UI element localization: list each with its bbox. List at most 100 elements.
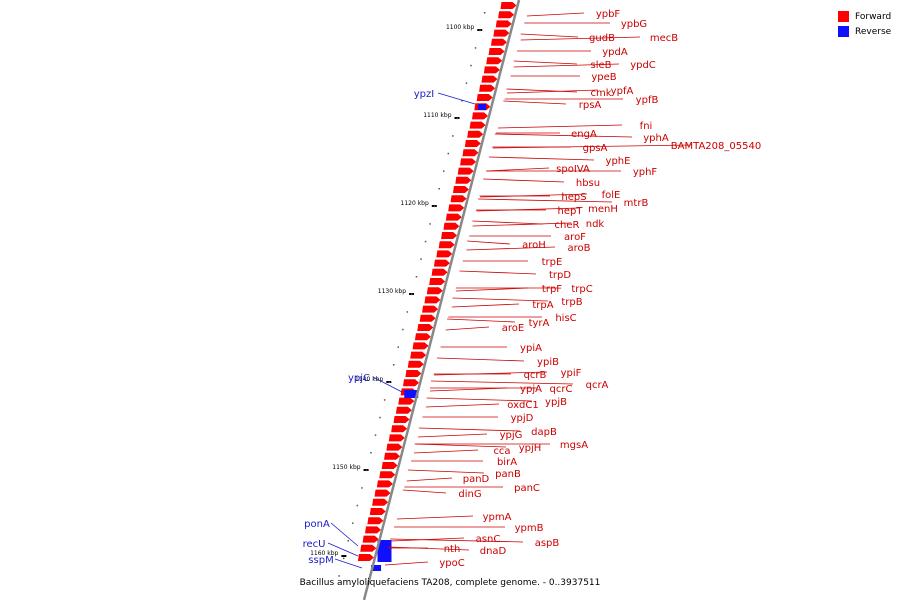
gene-ypda[interactable]: ypdA xyxy=(517,47,628,58)
gene-arob[interactable]: aroB xyxy=(466,243,591,254)
gene-bira[interactable]: birA xyxy=(411,457,517,468)
gene-dnad[interactable]: dnaD xyxy=(388,546,507,557)
gene-arof[interactable]: aroF xyxy=(469,232,586,243)
gene-ypjd[interactable]: ypjD xyxy=(422,413,534,424)
gene-trpf[interactable]: trpF xyxy=(455,284,562,295)
gene-sleb[interactable]: sleB xyxy=(513,60,612,71)
leader-line xyxy=(385,561,429,566)
forward-gene-block xyxy=(498,11,515,19)
forward-gene-block xyxy=(369,508,386,515)
gene-panb[interactable]: panB xyxy=(408,469,521,480)
gene-ypeb[interactable]: ypeB xyxy=(510,72,617,83)
gene-ypif[interactable]: ypiF xyxy=(434,368,582,379)
gene-hept[interactable]: hepT xyxy=(475,206,583,217)
gene-tyra[interactable]: tyrA xyxy=(447,318,550,329)
gene-trpe[interactable]: trpE xyxy=(462,257,563,268)
gene-fni[interactable]: fni xyxy=(497,121,653,132)
gene-ding[interactable]: dinG xyxy=(402,489,482,500)
gene-pand[interactable]: panD xyxy=(406,474,490,485)
gene-ypbg[interactable]: ypbG xyxy=(524,19,647,30)
gene-ypib[interactable]: ypiB xyxy=(436,357,559,368)
gene-label: dinG xyxy=(458,489,481,500)
gene-aroe[interactable]: aroE xyxy=(445,323,524,334)
forward-gene-block xyxy=(414,333,431,341)
gene-ypjc[interactable]: ypjC xyxy=(348,373,403,393)
gene-ypjh[interactable]: ypjH xyxy=(414,443,542,454)
gene-trpb[interactable]: trpB xyxy=(452,297,583,308)
forward-gene-block xyxy=(376,480,393,488)
gene-qcra[interactable]: qcrA xyxy=(431,380,609,391)
forward-gene-block xyxy=(483,66,500,74)
gene-label: fni xyxy=(640,121,653,132)
gene-yphf[interactable]: yphF xyxy=(486,167,657,178)
gene-ypjg[interactable]: ypjG xyxy=(418,430,522,441)
gene-dapb[interactable]: dapB xyxy=(418,427,557,438)
gene-menh[interactable]: menH xyxy=(476,204,618,215)
gene-ypja[interactable]: ypjA xyxy=(429,384,542,395)
minor-tick xyxy=(356,504,359,507)
gene-trpa[interactable]: trpA xyxy=(451,300,554,311)
gene-trpd[interactable]: trpD xyxy=(459,270,571,281)
gene-cca[interactable]: cca xyxy=(413,446,511,457)
gene-ypha[interactable]: yphA xyxy=(494,133,669,144)
reverse-swatch xyxy=(838,26,849,37)
gene-mtrb[interactable]: mtrB xyxy=(478,198,648,209)
minor-tick xyxy=(438,188,440,190)
gene-ndk[interactable]: ndk xyxy=(472,219,605,230)
gene-hisc[interactable]: hisC xyxy=(448,313,577,324)
gene-ypfa[interactable]: ypfA xyxy=(506,86,633,97)
gene-label: aroH xyxy=(522,240,546,251)
gene-hbsu[interactable]: hbsu xyxy=(483,178,600,189)
gene-ypia[interactable]: ypiA xyxy=(440,343,543,354)
gene-ypzi[interactable]: ypzI xyxy=(414,89,476,105)
gene-ypjb[interactable]: ypjB xyxy=(426,397,567,408)
gene-qcrc[interactable]: qcrC xyxy=(429,384,572,395)
gene-gpsa[interactable]: gpsA xyxy=(492,143,608,154)
leader-line xyxy=(437,92,476,105)
gene-label: ndk xyxy=(586,219,605,230)
gene-asnc[interactable]: asnC xyxy=(391,534,500,545)
gene-enga[interactable]: engA xyxy=(495,129,597,140)
leader-line xyxy=(330,522,359,547)
gene-ypma[interactable]: ypmA xyxy=(396,512,512,523)
leader-line xyxy=(483,178,565,183)
gene-trpc[interactable]: trpC xyxy=(455,284,593,295)
minor-tick xyxy=(411,293,413,296)
gene-ypoc[interactable]: ypoC xyxy=(385,558,465,569)
gene-oxdc1[interactable]: oxdC1 xyxy=(425,400,539,411)
minor-tick xyxy=(433,205,436,208)
leader-line xyxy=(402,489,447,494)
gene-ypfb[interactable]: ypfB xyxy=(504,95,659,106)
gene-cmk[interactable]: cmk xyxy=(506,88,612,99)
gene-pona[interactable]: ponA xyxy=(304,519,359,547)
gene-label: BAMTA208_05540 xyxy=(671,141,761,152)
gene-label: panC xyxy=(514,483,540,494)
gene-cher[interactable]: cheR xyxy=(472,220,580,231)
gene-qcrb[interactable]: qcrB xyxy=(433,370,547,381)
gene-ypbf[interactable]: ypbF xyxy=(526,9,621,20)
gene-fole[interactable]: folE xyxy=(480,190,620,201)
gene-aspb[interactable]: aspB xyxy=(390,538,559,549)
gene-ypdc[interactable]: ypdC xyxy=(513,60,656,71)
gene-heps[interactable]: hepS xyxy=(479,192,587,203)
gene-sspm[interactable]: sspM xyxy=(308,555,363,569)
gene-yphe[interactable]: yphE xyxy=(488,156,631,167)
leader-line xyxy=(418,427,521,432)
gene-label: recU xyxy=(303,539,326,550)
gene-ypmb[interactable]: ypmB xyxy=(394,523,544,534)
gene-mecb[interactable]: mecB xyxy=(520,33,679,44)
gene-panc[interactable]: panC xyxy=(404,483,540,494)
gene-label: rpsA xyxy=(579,100,602,111)
gene-label: yphA xyxy=(643,133,669,144)
gene-bamta208-05540[interactable]: BAMTA208_05540 xyxy=(492,141,761,152)
gene-label: birA xyxy=(497,457,517,468)
gene-recu[interactable]: recU xyxy=(303,539,359,557)
gene-mgsa[interactable]: mgsA xyxy=(415,440,589,451)
leader-line xyxy=(431,380,574,385)
gene-gudb[interactable]: gudB xyxy=(520,33,615,44)
gene-spoiva[interactable]: spoIVA xyxy=(486,164,590,175)
gene-label: aroF xyxy=(564,232,586,243)
gene-aroh[interactable]: aroH xyxy=(467,240,546,251)
gene-rpsa[interactable]: rpsA xyxy=(503,100,601,111)
forward-gene-block xyxy=(445,213,462,221)
